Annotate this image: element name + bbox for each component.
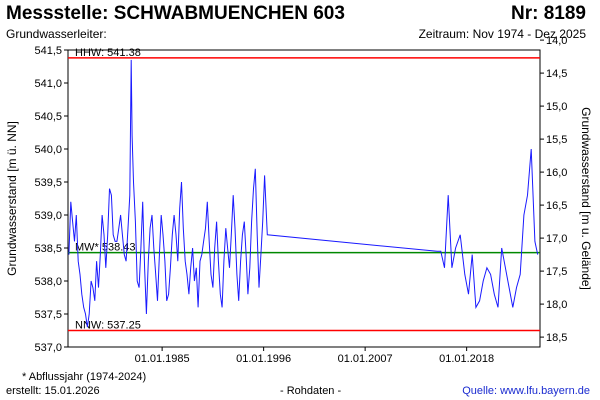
y-tick-label-right-4: 16,5 <box>546 200 567 212</box>
y-tick-label-left-1: 537,5 <box>34 309 62 321</box>
y-tick-label-left-9: 541,5 <box>34 45 62 57</box>
y-axis-title-left: Grundwasserstand [m ü. NN] <box>5 121 19 276</box>
y-tick-label-right-2: 17,5 <box>546 266 567 278</box>
aquifer-label: Grundwasserleiter: <box>6 27 107 41</box>
x-tick-label-1: 01.01.1996 <box>236 353 291 365</box>
page-title: Messstelle: SCHWABMUENCHEN 603 <box>6 3 345 24</box>
station-number: Nr: 8189 <box>511 3 586 24</box>
source-link[interactable]: Quelle: www.lfu.bayern.de <box>462 385 590 397</box>
x-tick-label-3: 01.01.2018 <box>439 353 494 365</box>
y-tick-label-left-2: 538,0 <box>34 276 62 288</box>
y-tick-label-right-9: 14,0 <box>546 35 567 47</box>
y-tick-label-left-0: 537,0 <box>34 342 62 354</box>
y-tick-label-left-5: 539,5 <box>34 177 62 189</box>
created-date: erstellt: 15.01.2026 <box>6 385 100 397</box>
y-tick-label-right-8: 14,5 <box>546 68 567 80</box>
plot-frame <box>67 49 541 348</box>
period-label: Zeitraum: Nov 1974 - Dez 2025 <box>418 27 586 41</box>
rawdata-label: - Rohdaten - <box>280 385 342 397</box>
x-tick-label-0: 01.01.1985 <box>135 353 190 365</box>
y-tick-label-right-7: 15,0 <box>546 101 567 113</box>
y-tick-label-right-1: 18,0 <box>546 299 567 311</box>
y-tick-label-right-5: 16,0 <box>546 167 567 179</box>
series-line-groundwater-level <box>68 59 539 328</box>
reference-label-1: MW* 538.43 <box>75 242 136 254</box>
y-axis-title-right: Grundwasserstand [m u. Gelände] <box>579 107 593 290</box>
y-tick-label-left-3: 538,5 <box>34 243 62 255</box>
y-tick-label-right-6: 15,5 <box>546 134 567 146</box>
reference-label-2: NNW: 537.25 <box>75 320 141 332</box>
reference-label-0: HHW: 541.38 <box>75 47 141 59</box>
footnote: * Abflussjahr (1974-2024) <box>22 371 147 383</box>
y-tick-label-right-0: 18,5 <box>546 332 567 344</box>
x-tick-label-2: 01.01.2007 <box>338 353 393 365</box>
y-tick-label-right-3: 17,0 <box>546 233 567 245</box>
y-tick-label-left-4: 539,0 <box>34 210 62 222</box>
y-tick-label-left-8: 541,0 <box>34 78 62 90</box>
y-tick-label-left-6: 540,0 <box>34 144 62 156</box>
y-tick-label-left-7: 540,5 <box>34 111 62 123</box>
